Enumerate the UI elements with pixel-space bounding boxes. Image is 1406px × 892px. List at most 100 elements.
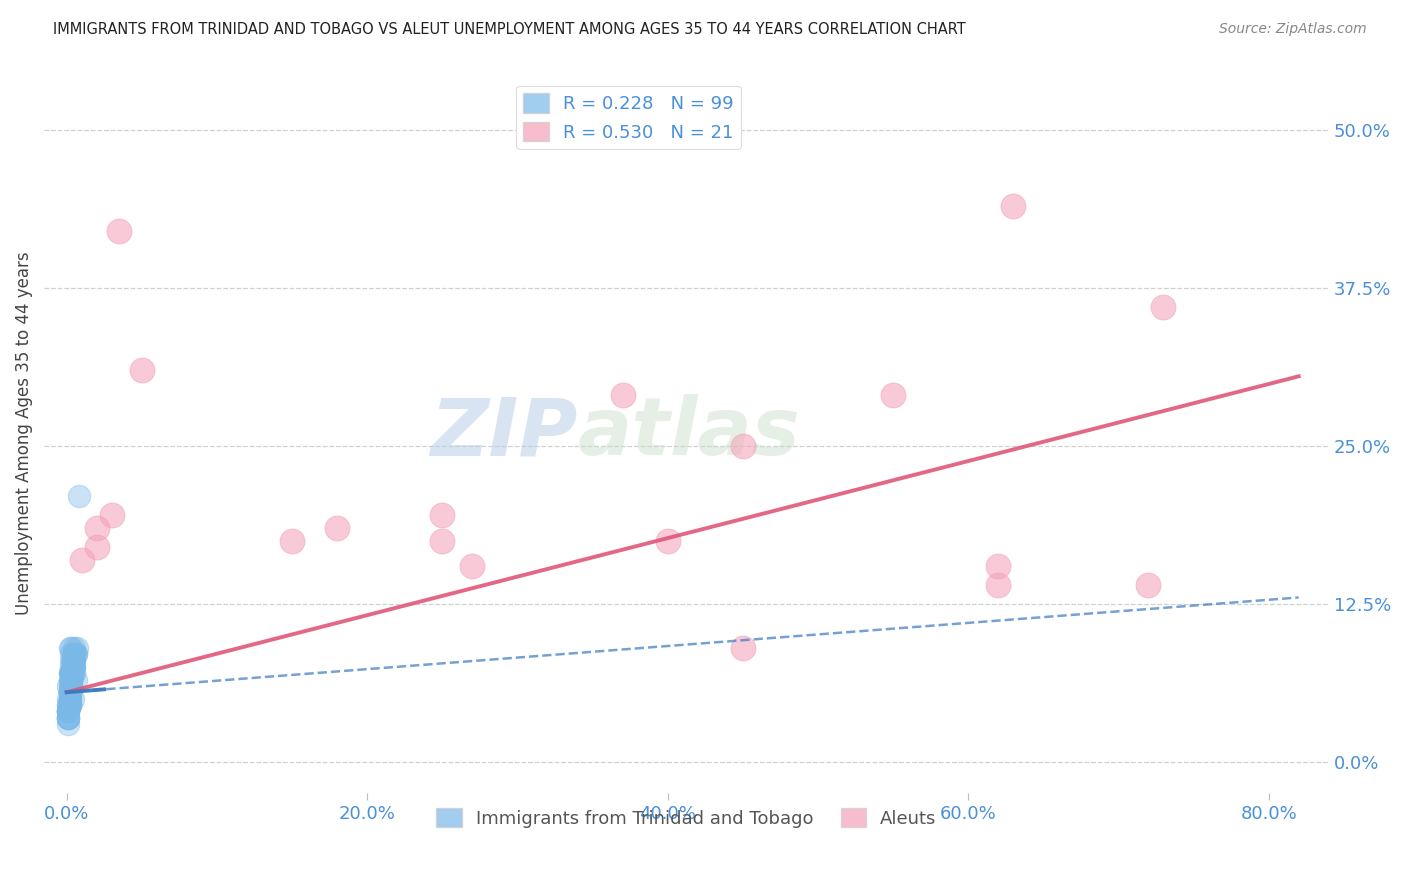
Point bbox=[86, 521, 108, 535]
Point bbox=[59, 698, 82, 712]
Point bbox=[60, 673, 83, 687]
Point bbox=[62, 654, 84, 668]
Point bbox=[56, 679, 79, 693]
Point bbox=[56, 710, 79, 724]
Point bbox=[63, 648, 86, 662]
Point bbox=[56, 704, 79, 718]
Text: atlas: atlas bbox=[578, 394, 800, 472]
Point bbox=[60, 673, 83, 687]
Point bbox=[60, 666, 83, 681]
Point bbox=[56, 698, 79, 712]
Point bbox=[60, 640, 83, 655]
Point bbox=[60, 666, 83, 681]
Point bbox=[56, 704, 79, 718]
Point bbox=[882, 388, 904, 402]
Point bbox=[63, 648, 86, 662]
Point bbox=[432, 508, 454, 523]
Point bbox=[62, 660, 84, 674]
Point bbox=[59, 691, 82, 706]
Legend: Immigrants from Trinidad and Tobago, Aleuts: Immigrants from Trinidad and Tobago, Ale… bbox=[429, 800, 943, 835]
Point bbox=[731, 640, 754, 655]
Point bbox=[56, 704, 79, 718]
Point bbox=[1137, 578, 1160, 592]
Point bbox=[62, 654, 84, 668]
Point bbox=[63, 648, 86, 662]
Point bbox=[56, 716, 79, 731]
Point bbox=[86, 540, 108, 554]
Text: ZIP: ZIP bbox=[430, 394, 578, 472]
Point bbox=[67, 489, 90, 503]
Point bbox=[62, 666, 84, 681]
Point bbox=[59, 691, 82, 706]
Point bbox=[60, 679, 83, 693]
Point bbox=[60, 673, 83, 687]
Point bbox=[60, 666, 83, 681]
Point bbox=[65, 648, 87, 662]
Point bbox=[60, 679, 83, 693]
Point bbox=[60, 673, 83, 687]
Point bbox=[612, 388, 634, 402]
Point bbox=[63, 666, 86, 681]
Point bbox=[100, 508, 122, 523]
Point bbox=[59, 685, 82, 699]
Point bbox=[60, 666, 83, 681]
Point bbox=[59, 685, 82, 699]
Point bbox=[60, 666, 83, 681]
Point bbox=[326, 521, 349, 535]
Point bbox=[63, 660, 86, 674]
Point bbox=[62, 691, 84, 706]
Point bbox=[60, 654, 83, 668]
Point bbox=[59, 685, 82, 699]
Point bbox=[59, 640, 82, 655]
Point bbox=[987, 558, 1010, 573]
Point bbox=[60, 679, 83, 693]
Point bbox=[461, 558, 484, 573]
Point bbox=[657, 533, 679, 548]
Point bbox=[62, 654, 84, 668]
Point bbox=[62, 660, 84, 674]
Point bbox=[56, 710, 79, 724]
Point bbox=[281, 533, 304, 548]
Point bbox=[59, 685, 82, 699]
Point bbox=[70, 552, 93, 566]
Point bbox=[59, 685, 82, 699]
Point bbox=[59, 685, 82, 699]
Point bbox=[59, 666, 82, 681]
Point bbox=[62, 654, 84, 668]
Point bbox=[56, 710, 79, 724]
Point bbox=[60, 648, 83, 662]
Point bbox=[60, 666, 83, 681]
Point bbox=[60, 666, 83, 681]
Point bbox=[63, 660, 86, 674]
Point bbox=[63, 648, 86, 662]
Point bbox=[63, 640, 86, 655]
Point bbox=[65, 673, 87, 687]
Point bbox=[60, 666, 83, 681]
Point bbox=[56, 704, 79, 718]
Point bbox=[62, 660, 84, 674]
Point bbox=[60, 673, 83, 687]
Text: IMMIGRANTS FROM TRINIDAD AND TOBAGO VS ALEUT UNEMPLOYMENT AMONG AGES 35 TO 44 YE: IMMIGRANTS FROM TRINIDAD AND TOBAGO VS A… bbox=[53, 22, 966, 37]
Point bbox=[62, 654, 84, 668]
Point bbox=[62, 666, 84, 681]
Point bbox=[62, 660, 84, 674]
Point bbox=[56, 691, 79, 706]
Point bbox=[731, 439, 754, 453]
Point bbox=[62, 654, 84, 668]
Point bbox=[62, 654, 84, 668]
Point bbox=[59, 698, 82, 712]
Point bbox=[1002, 199, 1025, 213]
Point bbox=[62, 660, 84, 674]
Point bbox=[60, 666, 83, 681]
Point bbox=[62, 654, 84, 668]
Point bbox=[62, 660, 84, 674]
Point bbox=[131, 363, 153, 377]
Point bbox=[432, 533, 454, 548]
Point bbox=[59, 685, 82, 699]
Point bbox=[59, 691, 82, 706]
Point bbox=[56, 704, 79, 718]
Point bbox=[59, 698, 82, 712]
Point bbox=[63, 648, 86, 662]
Point bbox=[60, 660, 83, 674]
Point bbox=[59, 685, 82, 699]
